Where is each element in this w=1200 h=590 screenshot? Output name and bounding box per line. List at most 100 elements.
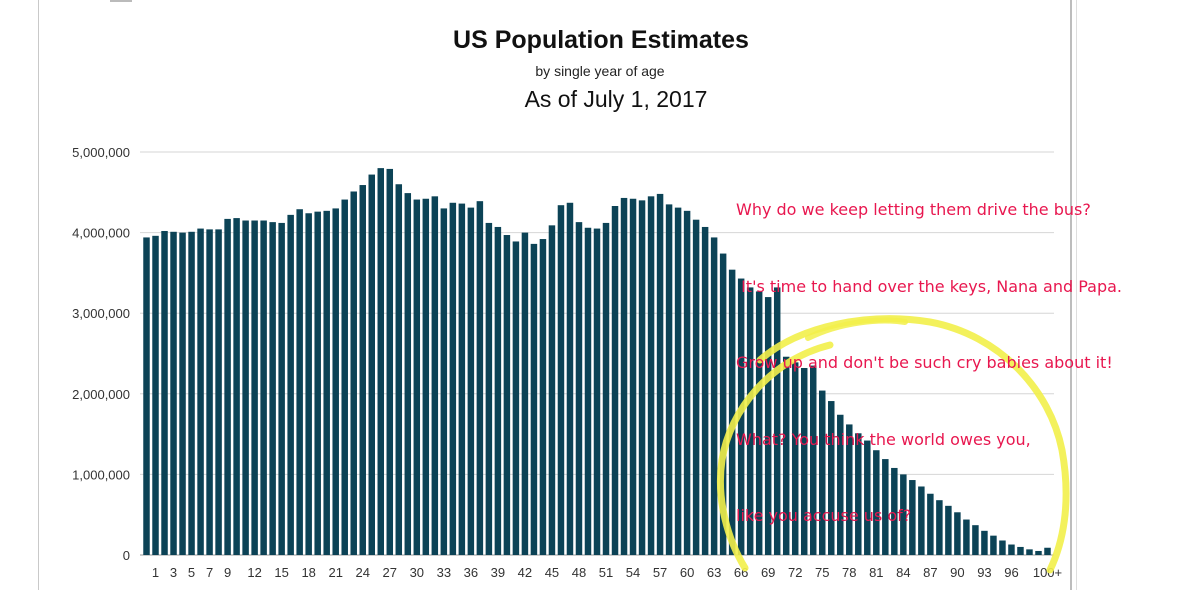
bar: [683, 210, 691, 555]
bar: [945, 505, 952, 555]
bar: [377, 168, 385, 555]
bar: [395, 184, 403, 556]
x-tick-label: 5: [188, 565, 195, 580]
bar: [1044, 547, 1051, 555]
annotation-line: Grow up and don't be such cry babies abo…: [736, 353, 1113, 372]
x-tick-label: 75: [815, 565, 829, 580]
annotation-line: It's time to hand over the keys, Nana an…: [736, 276, 1123, 296]
bar: [710, 237, 718, 555]
bar: [512, 241, 520, 555]
bar: [197, 228, 204, 555]
bar: [215, 229, 222, 555]
bar: [900, 474, 907, 555]
bar: [963, 519, 970, 555]
bar: [530, 243, 538, 555]
bar: [764, 297, 772, 555]
bar: [350, 191, 357, 555]
bar: [864, 440, 871, 555]
x-tick-label: 7: [206, 565, 213, 580]
bar: [584, 227, 592, 556]
x-tick-label: 81: [869, 565, 883, 580]
bar: [386, 168, 394, 555]
x-tick-label: 60: [680, 565, 694, 580]
bar: [773, 287, 781, 555]
x-tick-label: 78: [842, 565, 856, 580]
bar: [557, 205, 565, 556]
bar: [981, 530, 988, 555]
bar: [719, 253, 727, 555]
annotation-line: like you accuse us of?: [736, 506, 912, 525]
chart-subtitle: by single year of age: [535, 63, 665, 79]
bar: [359, 185, 366, 555]
bar: [927, 493, 934, 555]
x-tick-label: 63: [707, 565, 721, 580]
bar: [260, 220, 267, 555]
bar: [413, 199, 421, 555]
frame-left-border: [38, 0, 39, 590]
bar: [828, 401, 835, 555]
bar: [422, 198, 430, 556]
bar: [674, 207, 682, 555]
bar: [891, 467, 898, 555]
bar: [665, 204, 673, 555]
bar: [990, 535, 997, 555]
y-tick-label: 4,000,000: [72, 226, 130, 241]
bar: [314, 211, 321, 556]
x-tick-label: 93: [977, 565, 991, 580]
bar: [494, 226, 502, 555]
x-tick-label: 33: [437, 565, 451, 580]
y-tick-label: 0: [123, 548, 130, 563]
chart-title: US Population Estimates: [453, 26, 749, 54]
yellow-highlight-circle: [716, 315, 1070, 574]
bar: [909, 480, 916, 555]
x-tick-label: 57: [653, 565, 667, 580]
bar: [846, 424, 853, 555]
bar: [278, 222, 285, 556]
bar: [629, 198, 637, 556]
x-tick-label: 51: [599, 565, 613, 580]
x-tick-label: 54: [626, 565, 640, 580]
highlight-stroke: [805, 317, 908, 341]
bar: [755, 291, 763, 555]
y-tick-label: 3,000,000: [72, 306, 130, 321]
bar: [602, 222, 610, 556]
bar: [972, 525, 979, 555]
x-tick-label: 36: [464, 565, 478, 580]
bar: [692, 219, 700, 556]
bar: [233, 218, 240, 556]
bar: [737, 278, 745, 555]
x-tick-label: 24: [356, 565, 370, 580]
bar: [332, 208, 339, 556]
bar: [224, 218, 231, 555]
bar: [809, 365, 817, 555]
annotation-line: Why do we keep letting them drive the bu…: [736, 200, 1091, 219]
bar: [1026, 549, 1033, 555]
x-tick-label: 87: [923, 565, 937, 580]
frame-right-border-inner: [1076, 0, 1077, 590]
bar: [269, 222, 276, 555]
bar: [143, 237, 150, 555]
bar: [593, 228, 601, 555]
bar: [656, 193, 664, 556]
bar: [251, 220, 258, 555]
x-tick-label: 72: [788, 565, 802, 580]
x-tick-label: 12: [247, 565, 261, 580]
bar: [647, 196, 655, 555]
bar: [638, 200, 646, 556]
bar: [575, 222, 583, 555]
bar: [855, 433, 862, 555]
bar: [431, 196, 439, 555]
x-axis-tick-labels: 1 3 5 7 9 12 15 18 21 24 27 30 33 36 39 42 45 48 51 54 57 60 6…: [152, 565, 1062, 580]
bars: [143, 168, 1051, 556]
x-tick-label: 100+: [1033, 565, 1062, 580]
annotation-line: What? You think the world owes you,: [736, 429, 1031, 449]
bar: [188, 231, 195, 555]
bar: [954, 512, 961, 555]
bar: [819, 390, 826, 555]
x-tick-label: 3: [170, 565, 177, 580]
bar: [242, 220, 249, 555]
bar: [620, 197, 628, 555]
bar: [287, 214, 294, 556]
bar: [467, 207, 475, 555]
